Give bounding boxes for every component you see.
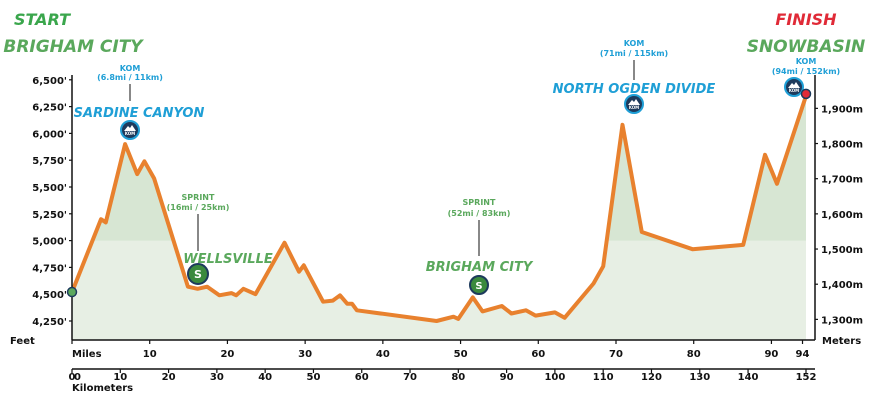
start-label: START (14, 10, 71, 29)
sprint2-badge-circle (469, 275, 489, 295)
x-km-tick-label: 10 (113, 372, 127, 383)
x-km-tick-label: 152 (796, 372, 817, 383)
x-km-tick-label: 140 (738, 372, 759, 383)
kom1-badge: KOM (120, 120, 140, 140)
y-left-tick-label: 6,500' (32, 76, 67, 87)
profile-area-base (72, 95, 806, 341)
x-km-tick-label: 40 (258, 372, 272, 383)
x-km-tick-label: 90 (500, 372, 514, 383)
kom1-place: SARDINE CANYON (74, 106, 205, 121)
y-left-tick-label: 5,250' (32, 210, 67, 221)
y-left-tick-label: 6,000' (32, 129, 67, 140)
sprint2-distance: (52mi / 83km) (448, 209, 511, 218)
sprint2-badge: S (469, 275, 489, 295)
y-left-tick-label: 4,500' (32, 290, 67, 301)
mountain-icon (124, 125, 136, 131)
x-km-tick-label: 30 (210, 372, 224, 383)
kom2-badge: KOM (624, 94, 644, 114)
sprint1-badge: S (187, 263, 209, 285)
kom2-place: NORTH OGDEN DIVIDE (553, 82, 716, 97)
sprint2-place: BRIGHAM CITY (426, 260, 534, 275)
x-km-tick-label: 20 (162, 372, 176, 383)
x-km-tick-label: 50 (306, 372, 320, 383)
x-km-tick-label: 70 (403, 372, 417, 383)
x-km-tick-label: 130 (689, 372, 710, 383)
sprint1-distance: (16mi / 25km) (167, 203, 230, 212)
finish-place: SNOWBASIN (747, 37, 866, 57)
y-left-tick-label: 5,500' (32, 183, 67, 194)
kom3-title: KOM (796, 57, 817, 66)
tick-labels: 4,250' 4,500' 4,750' 5,000' 5,250' 5,500' 5,75… (32, 76, 863, 383)
x-mile-tick-label: 60 (531, 349, 545, 360)
mountain-icon (628, 99, 640, 105)
y-left-tick-label: 5,000' (32, 237, 67, 248)
sprint1-badge-circle (187, 263, 209, 285)
y-left-axis-label: Feet (10, 336, 35, 347)
y-left-tick-label: 4,250' (32, 317, 67, 328)
x-mile-tick-label: 20 (220, 349, 234, 360)
kom3-distance: (94mi / 152km) (772, 67, 840, 76)
kom1-distance: (6.8mi / 11km) (97, 73, 163, 82)
sprint1-place: WELLSVILLE (183, 252, 273, 267)
sprint1-badge-text: S (194, 268, 202, 281)
x-km-tick-label: 110 (593, 372, 614, 383)
profile-area-upper (92, 95, 806, 241)
finish-marker (800, 88, 812, 100)
y-right-tick-label: 1,300m (821, 315, 863, 326)
kom1-title: KOM (120, 64, 141, 73)
profile-area-layer (72, 95, 806, 341)
mountain-icon (788, 82, 800, 88)
sprint2-badge-text: S (475, 281, 482, 292)
kom3-badge: KOM (784, 77, 804, 97)
x-mile-tick-label: 30 (298, 349, 312, 360)
kom2-title: KOM (624, 39, 645, 48)
y-right-tick-label: 1,700m (821, 175, 863, 186)
x-mile-tick-label: 94 (796, 349, 810, 360)
profile-line (70, 93, 808, 323)
x-km-tick-label: 80 (451, 372, 465, 383)
y-right-tick-label: 1,900m (821, 104, 863, 115)
y-right-tick-label: 1,600m (821, 210, 863, 221)
start-place: BRIGHAM CITY (3, 37, 144, 57)
y-right-tick-label: 1,800m (821, 140, 863, 151)
x-mile-tick-label: 80 (687, 349, 701, 360)
y-right-tick-label: 1,500m (821, 245, 863, 256)
finish-label: FINISH (775, 10, 837, 29)
x-km-tick-label: 100 (544, 372, 565, 383)
x-mile-tick-label: 40 (376, 349, 390, 360)
x-mile-tick-label: 50 (454, 349, 468, 360)
x-km-tick-label: 0 (69, 372, 76, 383)
x-km-origin-label: 0 (74, 372, 81, 383)
sprint1-title: SPRINT (182, 193, 215, 202)
kom2-badge-text: KOM (629, 105, 639, 110)
start-marker (66, 286, 78, 298)
markers: KOM S S KOM KOM (66, 77, 812, 298)
x-mile-tick-label: 70 (609, 349, 623, 360)
kom2-distance: (71mi / 115km) (600, 49, 668, 58)
x-mile-tick-label: 10 (143, 349, 157, 360)
y-right-axis-label: Meters (822, 336, 861, 347)
x-km-tick-label: 60 (355, 372, 369, 383)
y-left-tick-label: 5,750' (32, 156, 67, 167)
x-mile-tick-label: 90 (764, 349, 778, 360)
annotations: START BRIGHAM CITY FINISH SNOWBASIN KOM … (3, 10, 865, 275)
kom1-badge-text: KOM (125, 131, 135, 136)
x-axis-label: Kilometers (72, 383, 133, 394)
miles-axis-label: Miles (72, 349, 102, 360)
sprint2-title: SPRINT (463, 198, 496, 207)
kom3-badge-text: KOM (789, 88, 799, 93)
y-left-tick-label: 4,750' (32, 263, 67, 274)
x-km-tick-label: 120 (641, 372, 662, 383)
y-right-tick-label: 1,400m (821, 280, 863, 291)
y-left-tick-label: 6,250' (32, 103, 67, 114)
